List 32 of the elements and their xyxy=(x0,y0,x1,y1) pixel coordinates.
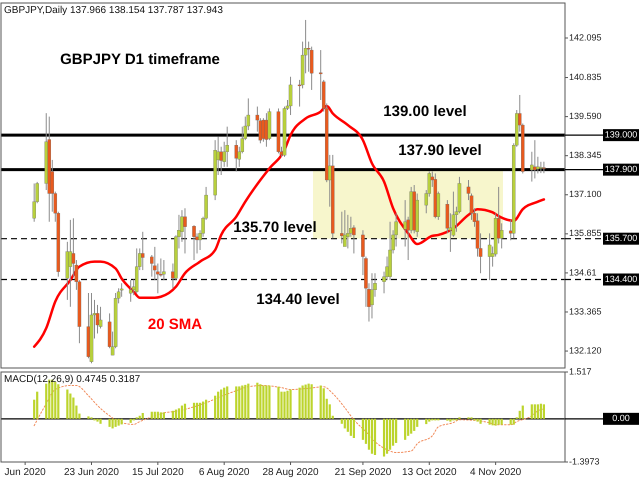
ref-line-label: 0.00 xyxy=(612,413,630,424)
y-tick-label: 134.61 xyxy=(569,267,597,278)
y-tick-label: 138.345 xyxy=(569,150,602,160)
ref-line-label: 139.000 xyxy=(604,130,638,140)
y-tick-label: 132.120 xyxy=(569,345,602,356)
y-tick-label: 139.590 xyxy=(569,110,602,121)
x-tick-label: 23 Jun 2020 xyxy=(64,467,120,478)
x-tick-label: 4 Nov 2020 xyxy=(470,467,522,478)
x-tick-label: 13 Oct 2020 xyxy=(402,467,457,478)
x-tick-label: 15 Jul 2020 xyxy=(132,467,184,478)
y-tick-label: 142.095 xyxy=(569,32,602,42)
chart-title: GBPJPY,Daily 137.966 138.154 137.787 137.943 xyxy=(4,5,224,16)
chart-title: MACD(12,26,9) 0.4745 0.3187 xyxy=(4,374,141,385)
ref-line-label: 135.700 xyxy=(604,233,638,244)
annotation: GBPJPY D1 timeframe xyxy=(60,50,220,68)
series-label: 20 SMA xyxy=(148,316,202,333)
x-tick-label: 21 Sep 2020 xyxy=(334,467,392,478)
y-tick-label: 135.855 xyxy=(569,228,602,238)
y-tick-label: 137.100 xyxy=(569,189,602,200)
x-tick-label: 28 Aug 2020 xyxy=(262,467,320,478)
y-tick-label: -1.3973 xyxy=(569,456,600,466)
ref-line-label: 134.400 xyxy=(604,274,638,284)
y-tick-label: 133.365 xyxy=(569,306,602,316)
x-tick-label: Jun 2020 xyxy=(4,467,46,478)
y-tick-label: 140.835 xyxy=(569,72,602,82)
annotation: 135.70 level xyxy=(233,218,317,236)
y-tick-label: 1.517 xyxy=(569,366,592,376)
annotation: 139.00 level xyxy=(383,102,467,120)
x-tick-label: 6 Aug 2020 xyxy=(198,467,250,478)
ref-line-label: 137.900 xyxy=(604,164,638,174)
annotation: 134.40 level xyxy=(256,290,340,308)
annotation: 137.90 level xyxy=(398,142,482,159)
